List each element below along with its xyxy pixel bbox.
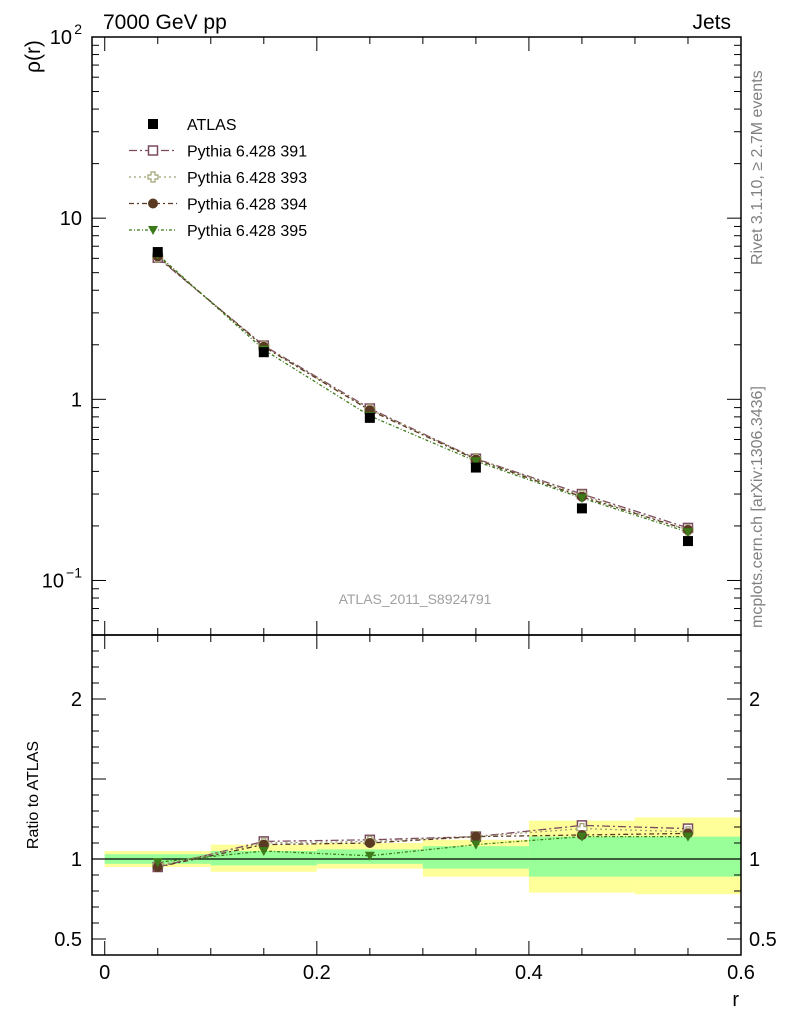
mcplots-label: mcplots.cern.ch [arXiv:1306.3436] [749,386,766,628]
ratio-series-lines [157,824,688,868]
main-y-ticklabel: 1 [71,389,82,411]
main-line-pythia-6-428-391 [157,257,689,529]
x-ticklabel: 0.2 [303,962,331,984]
main-point-atlas [576,503,587,514]
band-green-1 [210,851,317,866]
legend: ATLAS Pythia 6.428 391 Pythia 6.428 393 Pyt… [129,117,307,240]
band-green-5 [634,836,741,877]
ratio-point-pythia-6-428-395 [576,832,587,842]
legend-marker-atlas [148,119,158,129]
ratio-y-ticklabel-left: 2 [71,689,82,711]
ratio-frame [91,634,742,956]
legend-label-pythia-6-428-391: Pythia 6.428 391 [187,144,307,161]
main-point-atlas [682,536,693,547]
x-ticklabel: 0.6 [727,962,755,984]
main-point-atlas [470,462,481,473]
main-point-pythia-6-428-395 [576,494,587,504]
main-y-ticklabel-exp: 2 [74,21,82,37]
main-series-markers [152,247,694,547]
legend-marker-pythia-6-428-395 [148,226,158,235]
legend-marker-pythia-6-428-394 [148,198,158,209]
ratio-ylabel: Ratio to ATLAS [25,741,42,849]
main-y-ticklabel: 10 [60,208,82,230]
main-point-pythia-6-428-395 [682,528,693,538]
header-left: 7000 GeV pp [103,11,227,34]
x-ticklabel: 0.4 [515,962,543,984]
main-series-lines [157,254,689,533]
x-ticklabel: 0 [99,962,110,984]
ratio-point-pythia-6-428-395 [364,851,375,861]
legend-marker-pythia-6-428-393 [147,171,159,183]
ratio-y-ticklabel-left: 1 [71,849,82,871]
band-green-3 [422,846,529,869]
main-y-ticklabel-base: 10 [42,570,64,592]
band-green-4 [528,836,635,877]
ratio-y-ticklabel-right: 0.5 [749,929,777,951]
main-point-atlas [152,247,163,258]
rivet-label: Rivet 3.1.10, ≥ 2.7M events [749,70,766,265]
ratio-point-pythia-6-428-395 [470,840,481,850]
ratio-y-ticklabel-left: 0.5 [54,929,82,951]
ratio-point-pythia-6-428-395 [152,858,163,868]
main-line-pythia-6-428-393 [157,256,689,531]
analysis-watermark: ATLAS_2011_S8924791 [339,591,492,607]
ratio-point-pythia-6-428-394 [364,838,375,848]
legend-marker-pythia-6-428-391 [147,145,159,156]
main-line-pythia-6-428-395 [157,254,689,533]
header-right: Jets [692,11,731,34]
main-y-ticklabel-base: 10 [50,27,72,49]
ratio-uncertainty-bands [104,817,741,895]
ratio-point-pythia-6-428-395 [258,847,269,856]
legend-label-pythia-6-428-395: Pythia 6.428 395 [187,223,307,240]
main-point-atlas [258,347,269,358]
ratio-line-pythia-6-428-394 [157,832,688,868]
main-point-atlas [364,412,375,423]
ratio-series-markers [152,820,694,873]
x-axis-label: r [732,989,739,1011]
legend-label-pythia-6-428-393: Pythia 6.428 393 [187,170,307,187]
ratio-line-pythia-6-428-395 [157,835,688,863]
main-line-pythia-6-428-394 [157,255,689,531]
ratio-point-pythia-6-428-395 [682,832,693,842]
main-ylabel: ρ(r) [22,40,45,73]
ratio-y-ticklabel-right: 1 [749,849,760,871]
main-point-pythia-6-428-395 [470,457,481,467]
ratio-line-pythia-6-428-393 [157,827,688,867]
ratio-line-pythia-6-428-391 [157,824,688,868]
ratio-point-pythia-6-428-394 [470,831,481,842]
main-y-ticklabel-exp: −1 [66,564,82,580]
ratio-panel: 0 0.2 0.4 0.6 0.5 0.5 1 1 2 2 [54,634,777,984]
ratio-y-ticklabel-right: 2 [749,689,760,711]
legend-label-pythia-6-428-394: Pythia 6.428 394 [187,197,307,214]
legend-label-atlas: ATLAS [187,117,237,134]
